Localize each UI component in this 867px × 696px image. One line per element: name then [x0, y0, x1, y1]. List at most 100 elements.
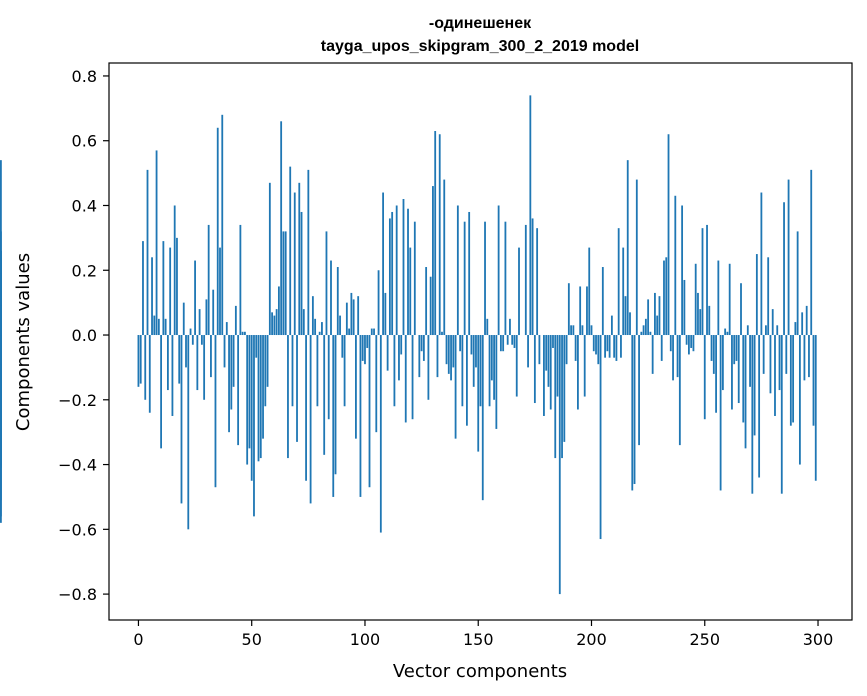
bar-18	[178, 335, 181, 384]
bar-234	[667, 134, 670, 336]
x-tick-label: 50	[242, 630, 262, 649]
bar-79	[316, 335, 319, 407]
bar-111	[388, 218, 391, 336]
bar-151	[479, 335, 482, 407]
bar-113	[393, 335, 396, 407]
bar-261	[728, 263, 731, 336]
bar-43	[234, 305, 237, 336]
bar-104	[373, 328, 375, 336]
bar-20	[182, 302, 185, 336]
bar-282	[776, 325, 779, 336]
bar-207	[606, 335, 609, 352]
x-tick-label: 200	[576, 630, 607, 649]
bar-13	[166, 335, 169, 391]
bar-42	[232, 335, 235, 387]
bar-1	[139, 335, 142, 384]
y-tick-label: 0.8	[72, 67, 97, 86]
bar-299	[814, 335, 817, 481]
bar-201	[592, 335, 595, 352]
bar-275	[760, 192, 763, 336]
bar-series	[0, 95, 817, 595]
bar-99	[361, 335, 364, 361]
bar-126	[422, 335, 425, 361]
bar-289	[792, 335, 795, 423]
bar-16	[173, 205, 176, 336]
bar-218	[631, 335, 634, 491]
bar-33	[212, 289, 215, 336]
bar-144	[463, 221, 466, 336]
bar-257	[719, 335, 722, 491]
bar-36	[219, 247, 221, 336]
bar-173	[529, 95, 532, 336]
bar-2	[142, 241, 144, 336]
bar-60	[273, 315, 276, 336]
bar-203	[597, 335, 600, 365]
bar-125	[420, 335, 423, 352]
bar-285	[783, 202, 785, 336]
bar-64	[282, 231, 285, 336]
bar-191	[570, 325, 573, 336]
bar-279	[769, 335, 772, 394]
bar-288	[789, 335, 792, 426]
bar-121	[411, 335, 414, 420]
bar-295	[805, 305, 808, 336]
bar-8	[155, 150, 158, 336]
bar-19	[180, 335, 183, 504]
bar-241	[683, 279, 686, 336]
bar-95	[352, 299, 355, 336]
bar-67	[289, 166, 292, 336]
bar-86	[332, 335, 335, 497]
bar-52	[255, 335, 258, 358]
bar-119	[407, 208, 409, 336]
bar-181	[547, 335, 550, 387]
y-tick-label: 0.4	[72, 196, 97, 215]
bar-283	[778, 335, 781, 391]
bar-63	[280, 121, 283, 336]
bar-90	[341, 335, 344, 358]
bar-287	[787, 179, 790, 336]
bar-240	[681, 205, 684, 336]
bar-297	[810, 169, 813, 336]
bar-267	[742, 335, 745, 423]
bar-159	[497, 205, 500, 336]
bar-212	[617, 228, 620, 336]
bar-5	[148, 335, 151, 413]
bar-294	[803, 335, 806, 381]
bar-175	[533, 335, 536, 404]
bar-46	[241, 331, 244, 336]
bar-272	[753, 335, 756, 436]
bar-200	[590, 325, 593, 336]
bar-248	[699, 309, 702, 336]
bar-7	[153, 315, 156, 336]
bar-54	[259, 335, 262, 459]
bar-223	[642, 325, 645, 336]
bar-80	[318, 331, 321, 336]
plot-frame	[108, 62, 853, 621]
bar-265	[737, 335, 740, 404]
bar-15	[171, 335, 174, 416]
bar-48	[246, 335, 249, 465]
bar-251	[706, 224, 708, 336]
x-tick-label: 100	[350, 630, 381, 649]
bar-284	[780, 335, 783, 494]
bar-105	[375, 335, 378, 433]
bar-162	[504, 221, 507, 336]
bar-222	[640, 331, 643, 336]
bar-69	[293, 192, 296, 336]
chart-title-line2: tayga_upos_skipgram_300_2_2019 model	[321, 38, 639, 55]
y-tick-label: −0.8	[58, 585, 97, 604]
bar-4	[146, 169, 149, 336]
bar-149	[475, 335, 477, 368]
bar-215	[624, 296, 627, 336]
bar-25	[194, 260, 196, 336]
bar-53	[257, 335, 260, 462]
bar-17	[176, 237, 178, 336]
bar-204	[599, 335, 602, 540]
bar-130	[432, 186, 434, 336]
bar-219	[633, 335, 636, 484]
bar-205	[601, 267, 604, 336]
x-tick-label: 150	[463, 630, 494, 649]
bar-76	[309, 335, 312, 504]
bar-195	[579, 286, 582, 336]
bar-91	[343, 335, 346, 407]
